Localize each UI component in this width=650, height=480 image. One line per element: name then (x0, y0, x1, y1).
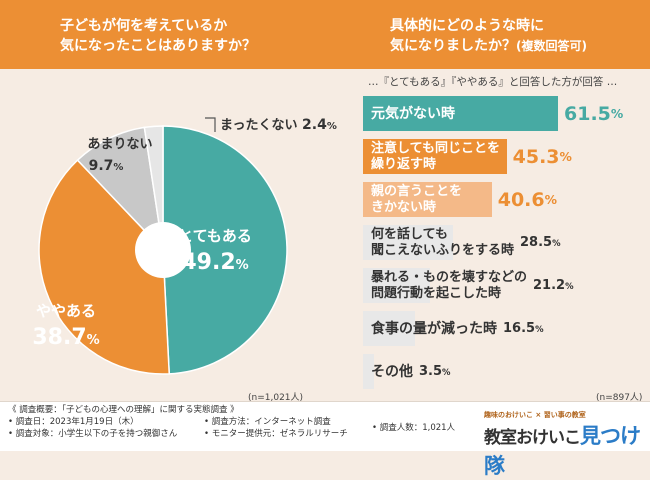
right-question-suffix: (複数回答可) (516, 39, 587, 53)
bar-label-4: 暴れる・ものを壊すなどの 問題行動を起こした時 (371, 269, 528, 301)
footer (0, 401, 650, 451)
bar-label-3: 何を話しても 聞こえないふりをする時 (371, 226, 515, 258)
bar-6 (363, 354, 375, 389)
bar-value-5: 16.5% (503, 321, 544, 336)
pie-slice-3 (143, 125, 164, 251)
header-panel (0, 0, 650, 66)
header-background (0, 0, 650, 61)
pie-label-3: まったくない 2.4% (220, 117, 337, 133)
bar-1 (363, 139, 507, 174)
bar-label-5: 食事の量が減った時 (371, 320, 497, 337)
pie-label-0: とてもある (178, 227, 252, 245)
pie-label-2: あまりない (87, 137, 152, 152)
bar-row-2: 親の言うことを きかない時 40.6% (363, 182, 645, 217)
footer-target: • 調査対象：小学生以下の子を持つ親御さん (8, 429, 178, 439)
bar-value-6: 3.5% (419, 364, 451, 379)
pie-center-hole (135, 222, 191, 278)
bar-value-0: 61.5% (564, 102, 624, 125)
bar-row-4: 暴れる・ものを壊すなどの 問題行動を起こした時 21.2% (363, 268, 645, 303)
pie-slice-2 (76, 126, 165, 253)
left-n-label: (n=1,021人) (248, 393, 304, 403)
bar-3 (363, 225, 454, 260)
bar-row-1: 注意しても同じことを 繰り返す時 45.3% (363, 139, 645, 174)
bar-row-6: その他 3.5% (363, 354, 645, 389)
left-question-line1: 子どもが何を考えているか (60, 18, 228, 34)
bar-row-3: 何を話しても 聞こえないふりをする時 28.5% (363, 225, 645, 260)
bar-value-2: 40.6% (497, 188, 557, 211)
right-question: 具体的にどのような時に 気になりましたか？(複数回答可) (390, 16, 587, 56)
footer-monitor: • モニター提供元：ゼネラルリサーチ (204, 429, 348, 439)
bar-value-3: 28.5% (520, 235, 561, 250)
footer-method: • 調査方法：インターネット調査 (204, 417, 331, 427)
pie-slice-1 (38, 159, 171, 375)
bar-value-1: 45.3% (512, 145, 572, 168)
brand-tagline: 趣味のおけいこ × 習い事の教室 (484, 411, 586, 419)
left-question-line2: 気になったことはありますか？ (60, 38, 256, 54)
footer-date: • 調査日：2023年1月19日（木） (8, 417, 139, 427)
brand-main: 教室おけいこ (484, 428, 581, 448)
right-n-label: (n=897人) (596, 393, 643, 403)
bar-4 (363, 268, 431, 303)
bar-2 (363, 182, 492, 217)
right-note: …『とてもある』『ややある』と回答した方が回答 … (368, 76, 618, 88)
bar-label-2: 親の言うことを きかない時 (371, 183, 463, 215)
pie-leader-line (205, 117, 216, 132)
bar-row-0: 元気がない時 61.5% (363, 96, 645, 131)
pie-slice-0 (162, 125, 288, 375)
bar-label-1: 注意しても同じことを 繰り返す時 (371, 140, 500, 172)
bar-0 (363, 96, 558, 131)
left-question: 子どもが何を考えているか 気になったことはありますか？ (60, 16, 256, 56)
pie-label-1: ややある (36, 302, 96, 320)
bar-value-4: 21.2% (533, 278, 574, 293)
footer-count: • 調査人数：1,021人 (372, 423, 456, 433)
bar-row-5: 食事の量が減った時 16.5% (363, 311, 645, 346)
right-question-line2: 気になりましたか？ (390, 38, 516, 54)
right-question-line1: 具体的にどのような時に (390, 18, 544, 34)
footer-overview: 《 調査概要：「子どもの心理への理解」に関する実態調査 》 (8, 405, 239, 415)
header-stripe (0, 61, 650, 69)
pie-value-2: 9.7% (89, 158, 124, 174)
pie-value-3: 2.4 (302, 117, 327, 133)
brand-logo: 趣味のおけいこ × 習い事の教室 教室おけいこ見つけ隊 (484, 410, 644, 480)
bar-5 (363, 311, 416, 346)
bar-label-0: 元気がない時 (371, 105, 455, 122)
bar-label-6: その他 (371, 363, 413, 380)
